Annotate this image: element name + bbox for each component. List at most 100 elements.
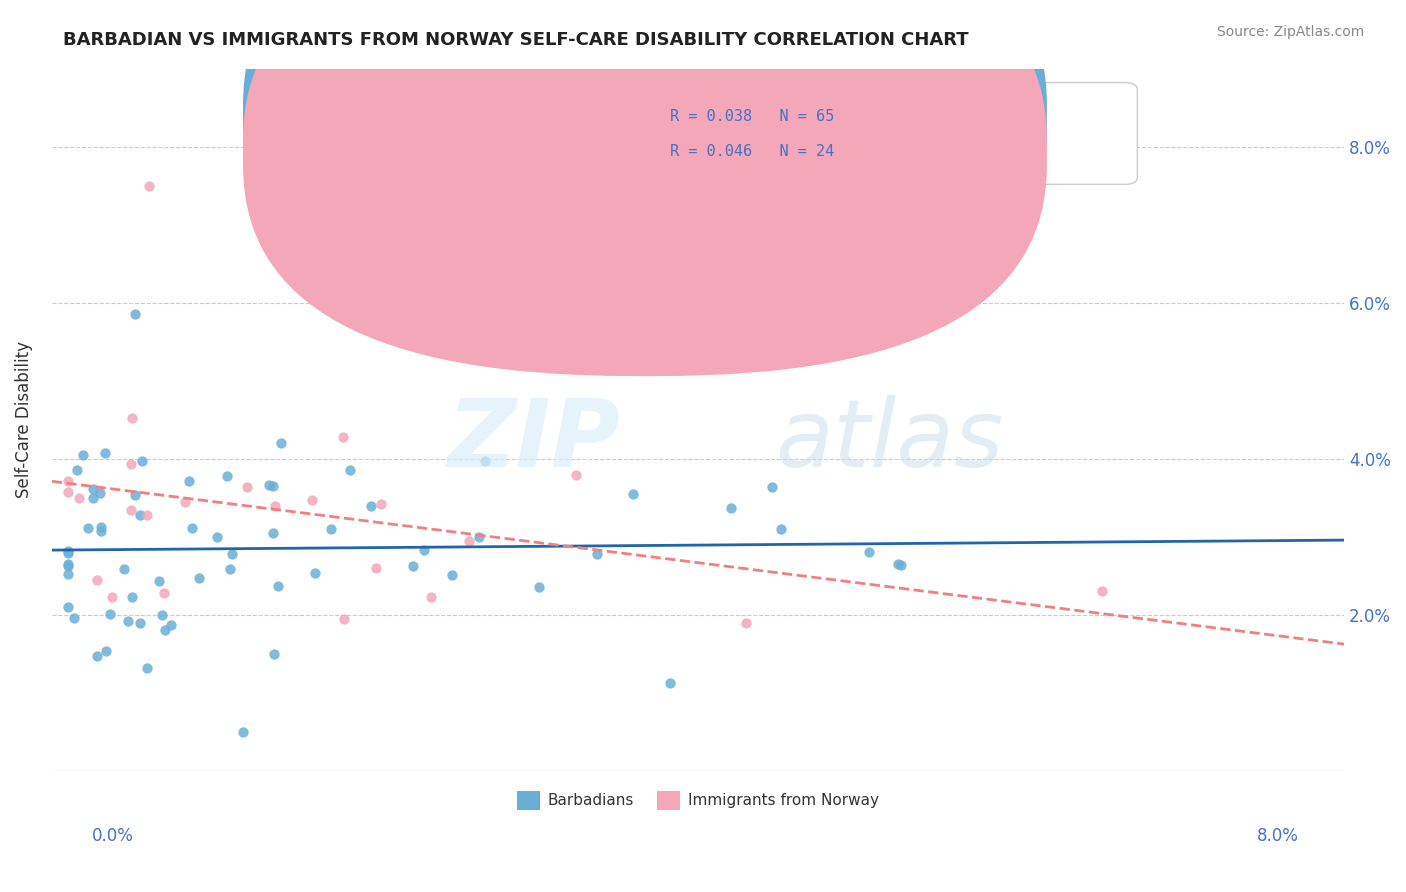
Point: [121, 590, 143, 604]
Point: [236, 480, 259, 494]
Text: R = 0.038   N = 65: R = 0.038 N = 65: [669, 109, 834, 124]
Point: [215, 468, 238, 483]
FancyBboxPatch shape: [595, 83, 1137, 185]
Point: [319, 522, 342, 536]
Point: [181, 520, 204, 534]
Point: [263, 647, 285, 661]
Point: [207, 530, 229, 544]
Point: [90, 524, 112, 538]
Point: [128, 508, 150, 523]
Point: [264, 499, 287, 513]
Point: [94, 644, 117, 658]
Point: [148, 574, 170, 588]
Point: [124, 488, 146, 502]
Point: [56, 558, 79, 572]
Point: [360, 499, 382, 513]
FancyBboxPatch shape: [243, 0, 1047, 341]
Text: atlas: atlas: [776, 395, 1004, 486]
Point: [77, 521, 100, 535]
Point: [117, 614, 139, 628]
Point: [63, 611, 86, 625]
Text: BARBADIAN VS IMMIGRANTS FROM NORWAY SELF-CARE DISABILITY CORRELATION CHART: BARBADIAN VS IMMIGRANTS FROM NORWAY SELF…: [63, 31, 969, 49]
Point: [221, 547, 243, 561]
Point: [262, 526, 284, 541]
Point: [128, 616, 150, 631]
Point: [93, 445, 115, 459]
Text: ZIP: ZIP: [447, 394, 620, 487]
Point: [262, 479, 284, 493]
Point: [419, 591, 441, 605]
Point: [138, 178, 160, 193]
Point: [112, 562, 135, 576]
Point: [56, 474, 79, 488]
Point: [890, 558, 912, 573]
Point: [86, 574, 108, 588]
Point: [267, 579, 290, 593]
Point: [90, 520, 112, 534]
Point: [364, 561, 387, 575]
Point: [86, 649, 108, 664]
Point: [67, 491, 90, 505]
Point: [56, 600, 79, 615]
Point: [82, 491, 104, 506]
Point: [270, 436, 292, 450]
Point: [474, 454, 496, 468]
Point: [413, 542, 436, 557]
Point: [858, 545, 880, 559]
Point: [101, 590, 124, 604]
Point: [136, 661, 159, 675]
Point: [735, 616, 758, 631]
Point: [120, 457, 142, 471]
Point: [565, 467, 588, 482]
Point: [56, 559, 79, 574]
Point: [332, 612, 354, 626]
Point: [188, 570, 211, 584]
Point: [150, 607, 173, 622]
Point: [441, 567, 464, 582]
Point: [153, 585, 176, 599]
Text: 0.0%: 0.0%: [91, 827, 134, 845]
Point: [257, 477, 280, 491]
Point: [56, 566, 79, 581]
FancyBboxPatch shape: [243, 0, 1047, 376]
Point: [120, 503, 142, 517]
Point: [1091, 583, 1114, 598]
Point: [761, 480, 783, 494]
Text: 8.0%: 8.0%: [1257, 827, 1299, 845]
Point: [332, 430, 354, 444]
Point: [586, 547, 609, 561]
Point: [56, 484, 79, 499]
Point: [468, 530, 491, 544]
Point: [121, 411, 143, 425]
Point: [770, 523, 793, 537]
Point: [124, 307, 146, 321]
Point: [98, 607, 121, 622]
Point: [339, 462, 361, 476]
Point: [304, 566, 326, 581]
Point: [135, 508, 157, 522]
Point: [89, 485, 111, 500]
Point: [658, 676, 681, 690]
Point: [56, 543, 79, 558]
Point: [174, 494, 197, 508]
Point: [457, 534, 479, 549]
Point: [66, 463, 89, 477]
Point: [887, 558, 910, 572]
Point: [527, 580, 550, 594]
Point: [232, 724, 254, 739]
Point: [177, 475, 200, 489]
Point: [218, 562, 240, 576]
Point: [720, 500, 742, 515]
Text: R = 0.046   N = 24: R = 0.046 N = 24: [669, 144, 834, 159]
Y-axis label: Self-Care Disability: Self-Care Disability: [15, 341, 32, 498]
Point: [301, 492, 323, 507]
Point: [56, 546, 79, 560]
Point: [370, 497, 392, 511]
Point: [131, 454, 153, 468]
Text: Source: ZipAtlas.com: Source: ZipAtlas.com: [1216, 25, 1364, 39]
Point: [623, 487, 645, 501]
Point: [160, 618, 183, 632]
Legend: Barbadians, Immigrants from Norway: Barbadians, Immigrants from Norway: [512, 785, 884, 815]
Point: [82, 482, 104, 496]
Point: [155, 623, 177, 637]
